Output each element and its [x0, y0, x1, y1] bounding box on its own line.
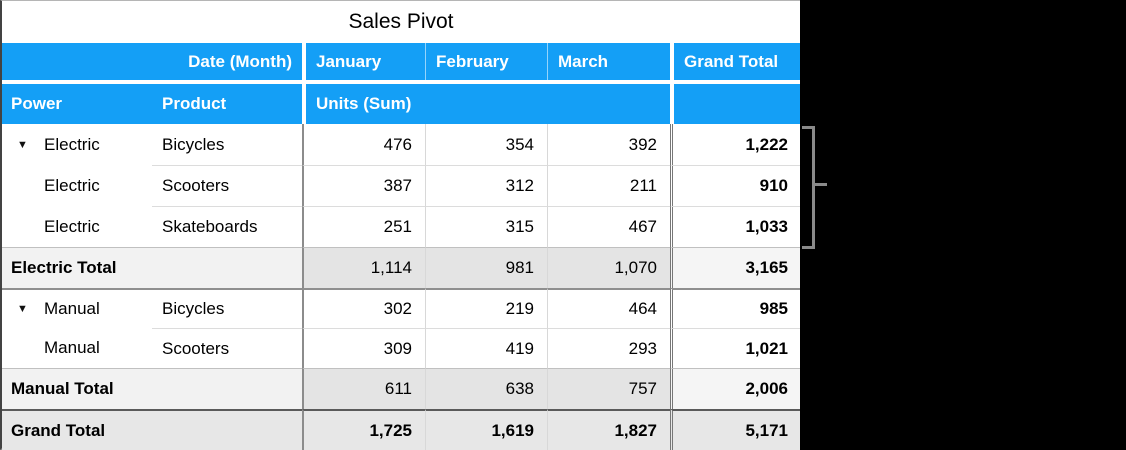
table-title[interactable]: Sales Pivot — [2, 1, 800, 43]
subtotal-label-cell[interactable]: Manual Total — [2, 368, 302, 409]
february-value-cell[interactable]: 419 — [425, 328, 547, 368]
column-header-february[interactable]: February — [425, 43, 547, 80]
january-grand-total-cell[interactable]: 1,725 — [302, 409, 425, 450]
product-field-header[interactable]: Product — [162, 94, 227, 113]
table-row: Manual Scooters 309 419 293 1,021 — [2, 328, 800, 368]
subtotal-total-cell[interactable]: 2,006 — [670, 368, 800, 409]
product-cell[interactable]: Bicycles — [162, 134, 225, 154]
january-value-cell[interactable]: 476 — [302, 124, 425, 165]
march-subtotal-cell[interactable]: 1,070 — [547, 247, 670, 288]
sales-pivot-table: Sales Pivot Date (Month) January Februar… — [0, 0, 800, 450]
header-row-fields: Power Product Units (Sum) — [2, 84, 800, 124]
march-value-cell[interactable]: 464 — [547, 288, 670, 328]
subtotal-row-electric: Electric Total 1,114 981 1,070 3,165 — [2, 247, 800, 288]
disclosure-triangle-icon[interactable]: ▼ — [17, 302, 28, 315]
electric-group-bracket-tick — [813, 183, 827, 186]
table-row: Electric Scooters 387 312 211 910 — [2, 165, 800, 206]
grand-total-sum-cell[interactable]: 5,171 — [670, 409, 800, 450]
date-month-field-header[interactable]: Date (Month) — [188, 51, 292, 71]
power-label: Electric — [44, 175, 100, 195]
power-cell[interactable]: Electric — [2, 206, 152, 247]
product-cell[interactable]: Scooters — [152, 165, 302, 206]
february-subtotal-cell[interactable]: 981 — [425, 247, 547, 288]
january-value-cell[interactable]: 387 — [302, 165, 425, 206]
march-subtotal-cell[interactable]: 757 — [547, 368, 670, 409]
january-value-cell[interactable]: 251 — [302, 206, 425, 247]
product-cell[interactable]: Bicycles — [152, 288, 302, 328]
march-value-cell[interactable]: 392 — [547, 124, 670, 165]
march-value-cell[interactable]: 293 — [547, 328, 670, 368]
disclosure-triangle-icon[interactable]: ▼ — [17, 138, 28, 151]
row-total-cell[interactable]: 1,033 — [670, 206, 800, 247]
february-subtotal-cell[interactable]: 638 — [425, 368, 547, 409]
february-grand-total-cell[interactable]: 1,619 — [425, 409, 547, 450]
grand-total-label-cell[interactable]: Grand Total — [2, 409, 302, 450]
column-header-january[interactable]: January — [302, 43, 425, 80]
power-field-header[interactable]: Power — [11, 94, 63, 113]
march-grand-total-cell[interactable]: 1,827 — [547, 409, 670, 450]
header-row-columns: Date (Month) January February March Gran… — [2, 43, 800, 84]
row-total-cell[interactable]: 1,222 — [670, 124, 800, 165]
table-row: ▼ Electric Bicycles 476 354 392 1,222 — [2, 124, 800, 165]
table-row: Electric Skateboards 251 315 467 1,033 — [2, 206, 800, 247]
power-label: Electric — [44, 134, 100, 154]
march-value-cell[interactable]: 211 — [547, 165, 670, 206]
column-header-march[interactable]: March — [547, 43, 670, 80]
column-header-grand-total[interactable]: Grand Total — [670, 43, 800, 80]
subtotal-total-cell[interactable]: 3,165 — [670, 247, 800, 288]
february-value-cell[interactable]: 315 — [425, 206, 547, 247]
row-total-cell[interactable]: 1,021 — [670, 328, 800, 368]
february-value-cell[interactable]: 354 — [425, 124, 547, 165]
subtotal-label-cell[interactable]: Electric Total — [2, 247, 302, 288]
january-subtotal-cell[interactable]: 1,114 — [302, 247, 425, 288]
power-label: Manual — [44, 338, 100, 357]
power-cell[interactable]: Manual — [2, 328, 152, 368]
january-value-cell[interactable]: 302 — [302, 288, 425, 328]
units-sum-field-header[interactable]: Units (Sum) — [302, 84, 670, 124]
march-value-cell[interactable]: 467 — [547, 206, 670, 247]
subtotal-row-manual: Manual Total 611 638 757 2,006 — [2, 368, 800, 409]
power-label: Electric — [44, 216, 100, 236]
february-value-cell[interactable]: 312 — [425, 165, 547, 206]
january-subtotal-cell[interactable]: 611 — [302, 368, 425, 409]
january-value-cell[interactable]: 309 — [302, 328, 425, 368]
power-cell[interactable]: Electric — [2, 165, 152, 206]
power-cell[interactable]: ▼ Electric — [2, 124, 152, 165]
row-total-cell[interactable]: 985 — [670, 288, 800, 328]
power-cell[interactable]: ▼ Manual — [2, 288, 152, 328]
grand-total-row: Grand Total 1,725 1,619 1,827 5,171 — [2, 409, 800, 450]
power-label: Manual — [44, 299, 100, 318]
february-value-cell[interactable]: 219 — [425, 288, 547, 328]
product-cell[interactable]: Skateboards — [152, 206, 302, 247]
row-total-cell[interactable]: 910 — [670, 165, 800, 206]
product-cell[interactable]: Scooters — [152, 328, 302, 368]
grand-total-header-spacer — [670, 84, 800, 124]
table-row: ▼ Manual Bicycles 302 219 464 985 — [2, 288, 800, 328]
electric-group-bracket — [802, 126, 815, 249]
